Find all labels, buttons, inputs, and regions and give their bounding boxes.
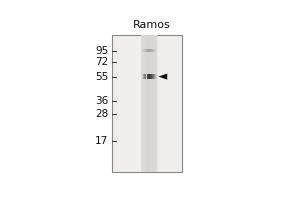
- Bar: [151, 35, 152, 172]
- Bar: [144, 49, 145, 52]
- Bar: [157, 35, 158, 172]
- Bar: [145, 35, 146, 172]
- Bar: [145, 49, 146, 52]
- Bar: [112, 35, 182, 172]
- Text: 95: 95: [95, 46, 108, 56]
- Bar: [147, 49, 148, 52]
- Bar: [146, 35, 147, 172]
- Bar: [153, 35, 154, 172]
- Bar: [149, 49, 150, 52]
- Bar: [156, 35, 157, 172]
- Bar: [147, 35, 148, 172]
- Bar: [143, 35, 144, 172]
- Bar: [141, 35, 142, 172]
- Bar: [151, 49, 152, 52]
- Polygon shape: [158, 74, 167, 80]
- Bar: [152, 49, 153, 52]
- Bar: [148, 35, 149, 172]
- Bar: [142, 35, 143, 172]
- Bar: [150, 49, 151, 52]
- Bar: [144, 35, 145, 172]
- Bar: [152, 35, 153, 172]
- Bar: [154, 35, 155, 172]
- Bar: [154, 49, 155, 52]
- Bar: [142, 49, 143, 52]
- Bar: [141, 35, 157, 172]
- Bar: [143, 49, 144, 52]
- Bar: [146, 49, 147, 52]
- Text: 28: 28: [95, 109, 108, 119]
- Text: 72: 72: [95, 57, 108, 67]
- Bar: [150, 35, 151, 172]
- Bar: [149, 35, 150, 172]
- Text: 17: 17: [95, 136, 108, 146]
- Bar: [155, 49, 156, 52]
- Bar: [156, 49, 157, 52]
- Text: Ramos: Ramos: [133, 20, 170, 30]
- Text: 36: 36: [95, 96, 108, 106]
- Text: 55: 55: [95, 72, 108, 82]
- Bar: [148, 49, 149, 52]
- Bar: [153, 49, 154, 52]
